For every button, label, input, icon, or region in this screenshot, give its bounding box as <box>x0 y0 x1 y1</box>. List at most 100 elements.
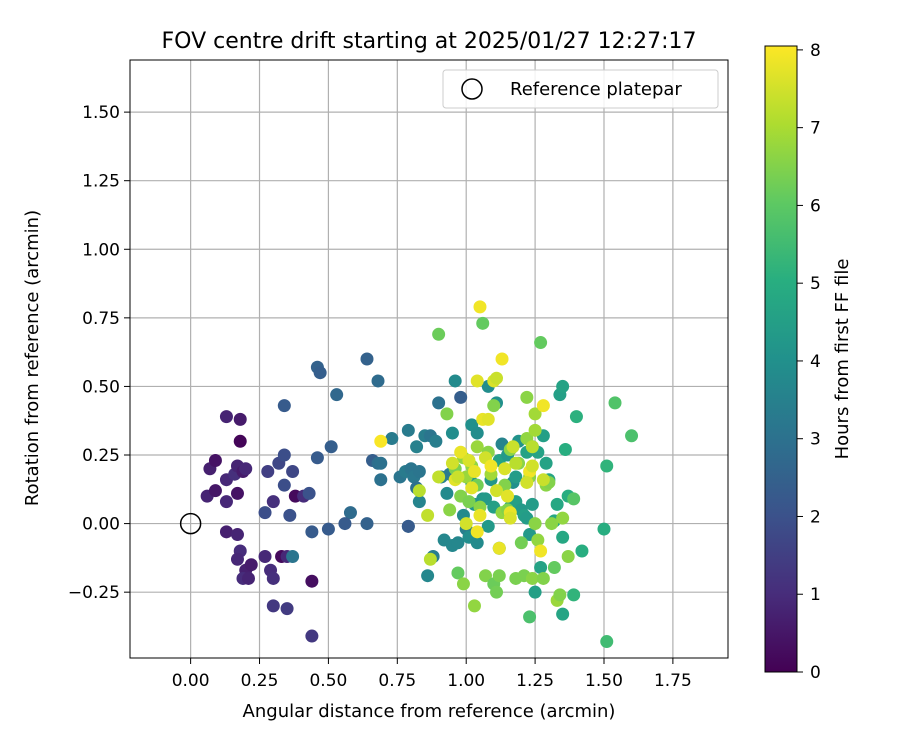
scatter-point <box>421 508 435 522</box>
scatter-point <box>525 497 539 511</box>
scatter-point <box>451 470 465 484</box>
scatter-point <box>445 426 459 440</box>
scatter-point <box>495 352 509 366</box>
colorbar-tick-label: 1 <box>810 585 821 605</box>
scatter-point <box>536 473 550 487</box>
scatter-point <box>445 456 459 470</box>
scatter-point <box>277 448 291 462</box>
scatter-point <box>625 429 639 443</box>
scatter-point <box>401 423 415 437</box>
scatter-point <box>302 486 316 500</box>
scatter-point <box>343 506 357 520</box>
scatter-point <box>506 440 520 454</box>
chart-title: FOV centre drift starting at 2025/01/27 … <box>162 29 697 54</box>
scatter-point <box>454 390 468 404</box>
scatter-point <box>556 607 570 621</box>
scatter-point <box>330 388 344 402</box>
scatter-point <box>473 508 487 522</box>
scatter-point <box>230 552 244 566</box>
x-tick-label: 1.25 <box>516 671 554 691</box>
scatter-point <box>470 525 484 539</box>
scatter-point <box>536 571 550 585</box>
scatter-point <box>410 440 424 454</box>
y-tick-label: 0.00 <box>82 515 120 535</box>
scatter-point <box>490 585 504 599</box>
scatter-point <box>374 456 388 470</box>
reference-marker <box>179 512 202 535</box>
scatter-point <box>456 577 470 591</box>
x-axis-label: Angular distance from reference (arcmin) <box>243 701 616 722</box>
scatter-point <box>244 558 258 572</box>
scatter-point <box>536 399 550 413</box>
scatter-point <box>385 432 399 446</box>
scatter-point <box>567 492 581 506</box>
scatter-point <box>478 569 492 583</box>
legend-marker-reference <box>461 78 483 100</box>
scatter-point <box>219 495 233 509</box>
scatter-point <box>556 379 570 393</box>
scatter-point <box>310 451 324 465</box>
scatter-point <box>503 511 517 525</box>
scatter-point <box>597 522 611 536</box>
scatter-point <box>492 569 506 583</box>
scatter-point <box>266 495 280 509</box>
scatter-point <box>492 541 506 555</box>
colorbar: 0 1 2 3 4 5 6 7 8 Hours from first FF file <box>764 41 853 683</box>
scatter-point <box>412 484 426 498</box>
legend-label-reference: Reference platepar <box>510 79 682 100</box>
scatter-point <box>432 396 446 410</box>
scatter-point <box>313 366 327 380</box>
scatter-point <box>230 486 244 500</box>
scatter-point <box>534 336 548 350</box>
scatter-point <box>233 434 247 448</box>
scatter-point <box>462 453 476 467</box>
scatter-point <box>473 300 487 314</box>
scatter-point <box>241 571 255 585</box>
scatter-point <box>525 440 539 454</box>
scatter-point <box>258 550 272 564</box>
scatter-point <box>371 374 385 388</box>
scatter-point <box>261 464 275 478</box>
colorbar-tick-label: 0 <box>810 663 821 683</box>
x-tick-label: 0.25 <box>241 671 279 691</box>
scatter-point <box>501 489 515 503</box>
scatter-point <box>230 528 244 542</box>
scatter-point <box>520 390 534 404</box>
scatter-point <box>600 459 614 473</box>
scatter-point <box>520 475 534 489</box>
colorbar-tick-label: 7 <box>810 119 821 139</box>
scatter-point <box>401 519 415 533</box>
scatter-point <box>451 536 465 550</box>
scatter-point <box>374 473 388 487</box>
scatter-point <box>338 517 352 531</box>
grid-lines <box>130 60 728 658</box>
scatter-point <box>523 610 537 624</box>
scatter-point <box>432 470 446 484</box>
y-tick-label: 0.50 <box>82 377 120 397</box>
scatter-point <box>360 352 374 366</box>
x-tick-label: 0.50 <box>309 671 347 691</box>
scatter-point <box>459 517 473 531</box>
scatter-point <box>509 470 523 484</box>
scatter-point <box>484 459 498 473</box>
x-tick-label: 0.75 <box>378 671 416 691</box>
scatter-point <box>553 588 567 602</box>
scatter-point <box>277 399 291 413</box>
scatter-point <box>534 560 548 574</box>
y-tick-label: 0.25 <box>82 446 120 466</box>
scatter-point <box>219 410 233 424</box>
scatter-point <box>476 316 490 330</box>
scatter-point <box>528 423 542 437</box>
scatter-point <box>432 327 446 341</box>
scatter-point <box>561 550 575 564</box>
scatter-point <box>558 443 572 457</box>
scatter-point <box>608 396 622 410</box>
scatter-point <box>490 484 504 498</box>
scatter-point <box>219 525 233 539</box>
colorbar-gradient <box>764 45 798 673</box>
scatter-point <box>465 481 479 495</box>
x-tick-label: 1.75 <box>654 671 692 691</box>
scatter-point <box>305 629 319 643</box>
plot-area-frame <box>129 59 729 659</box>
